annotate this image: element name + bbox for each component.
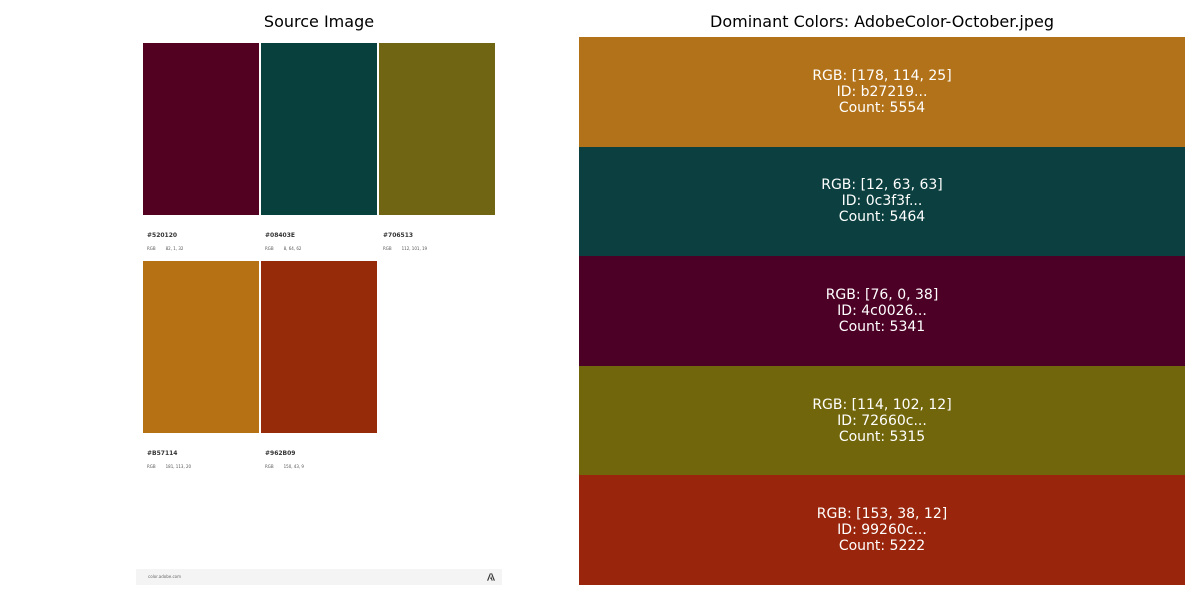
color-band: RGB: [76, 0, 38] ID: 4c0026... Count: 53… [579, 256, 1185, 366]
swatch-color [261, 261, 377, 433]
source-swatch: #706513 RGB 112, 101, 19 [379, 43, 495, 251]
band-rgb-text: RGB: [178, 114, 25] [812, 67, 952, 84]
band-count-text: Count: 5315 [838, 428, 926, 445]
band-count-text: Count: 5341 [838, 318, 926, 335]
band-id-text: ID: 0c3f3f... [841, 193, 923, 210]
band-label: RGB: [114, 102, 12] ID: 72660c... Count:… [812, 397, 951, 445]
footer-url: color.adobe.com [148, 574, 182, 579]
swatch-rgb-label: RGB [265, 464, 274, 469]
band-id-text: ID: 72660c... [837, 412, 927, 429]
swatch-rgb-value: 112, 101, 19 [401, 246, 428, 251]
swatch-rgb-value: 82, 1, 32 [165, 246, 184, 251]
source-footer: color.adobe.com [136, 569, 502, 585]
source-swatch: #08403E RGB 8, 64, 62 [261, 43, 377, 251]
swatch-color [261, 43, 377, 215]
band-count-text: Count: 5554 [838, 99, 926, 116]
band-label: RGB: [12, 63, 63] ID: 0c3f3f... Count: 5… [821, 177, 943, 225]
color-band: RGB: [12, 63, 63] ID: 0c3f3f... Count: 5… [579, 146, 1185, 257]
swatch-rgb: RGB 112, 101, 19 [383, 246, 427, 251]
source-image: #520120 RGB 82, 1, 32 #08403E RGB 8, 64, 6… [136, 36, 502, 585]
band-rgb-text: RGB: [114, 102, 12] [812, 396, 952, 413]
dominant-colors-chart: RGB: [178, 114, 25] ID: b27219... Count:… [579, 37, 1185, 585]
color-band: RGB: [178, 114, 25] ID: b27219... Count:… [579, 37, 1185, 147]
swatch-rgb: RGB 82, 1, 32 [147, 246, 183, 251]
swatch-color [379, 43, 495, 215]
source-swatch: #B57114 RGB 181, 113, 20 [143, 261, 259, 469]
swatch-hex: #B57114 [147, 450, 178, 457]
swatch-hex: #962B09 [265, 450, 296, 457]
swatch-color [143, 43, 259, 215]
swatch-hex: #08403E [265, 232, 295, 239]
swatch-rgb-label: RGB [383, 246, 392, 251]
swatch-rgb-value: 150, 43, 9 [283, 464, 304, 469]
swatch-color [143, 261, 259, 433]
swatch-rgb-value: 181, 113, 20 [165, 464, 192, 469]
band-label: RGB: [76, 0, 38] ID: 4c0026... Count: 53… [826, 287, 939, 335]
swatch-rgb: RGB 8, 64, 62 [265, 246, 301, 251]
band-label: RGB: [153, 38, 12] ID: 99260c... Count: … [817, 506, 947, 554]
swatch-rgb-value: 8, 64, 62 [283, 246, 302, 251]
band-rgb-text: RGB: [76, 0, 38] [825, 286, 939, 303]
swatch-hex: #706513 [383, 232, 414, 239]
dominant-colors-title: Dominant Colors: AdobeColor-October.jpeg [710, 12, 1054, 31]
band-id-text: ID: 4c0026... [837, 302, 927, 319]
swatch-rgb-label: RGB [147, 246, 156, 251]
swatch-rgb: RGB 150, 43, 9 [265, 464, 304, 469]
swatch-rgb-label: RGB [147, 464, 156, 469]
band-id-text: ID: 99260c... [837, 522, 927, 539]
swatch-rgb: RGB 181, 113, 20 [147, 464, 191, 469]
adobe-logo-icon [487, 573, 495, 581]
band-rgb-text: RGB: [12, 63, 63] [821, 177, 943, 194]
source-image-title: Source Image [263, 12, 375, 31]
source-swatch: #520120 RGB 82, 1, 32 [143, 43, 259, 251]
swatch-rgb-label: RGB [265, 246, 274, 251]
band-count-text: Count: 5464 [838, 209, 926, 226]
color-band: RGB: [114, 102, 12] ID: 72660c... Count:… [579, 365, 1185, 476]
swatch-hex: #520120 [147, 232, 178, 239]
band-label: RGB: [178, 114, 25] ID: b27219... Count:… [812, 68, 951, 116]
band-count-text: Count: 5222 [838, 538, 926, 555]
color-band: RGB: [153, 38, 12] ID: 99260c... Count: … [579, 475, 1185, 585]
source-swatch: #962B09 RGB 150, 43, 9 [261, 261, 377, 469]
band-id-text: ID: b27219... [836, 83, 928, 100]
band-rgb-text: RGB: [153, 38, 12] [816, 506, 948, 523]
